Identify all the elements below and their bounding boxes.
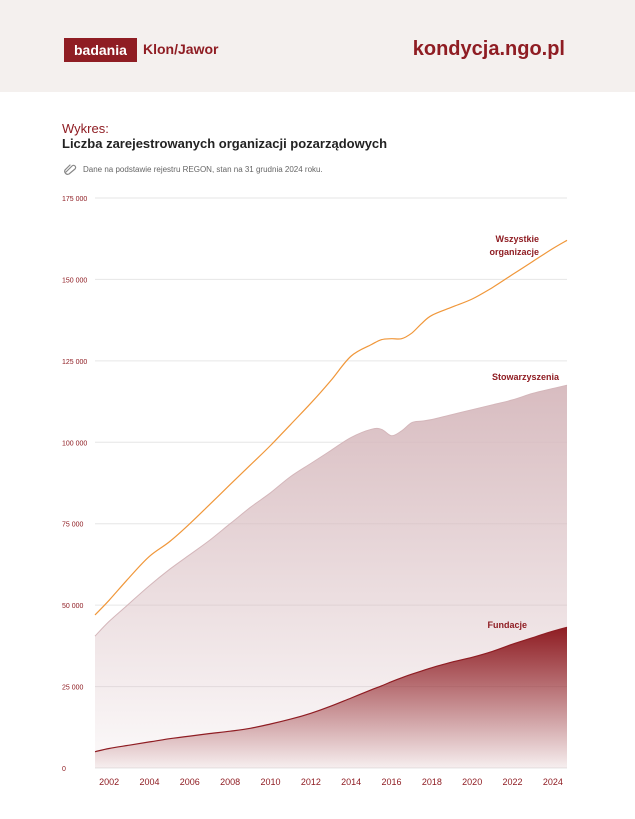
y-tick-label: 100 000 — [62, 440, 87, 447]
page-header: badania Klon/Jawor kondycja.ngo.pl — [0, 0, 635, 92]
series-annotation-label: Fundacje — [487, 620, 527, 630]
series-annotation-label: Stowarzyszenia — [492, 372, 560, 382]
paperclip-icon — [64, 164, 77, 175]
y-tick-label: 75 000 — [62, 522, 84, 529]
x-tick-label: 2010 — [260, 777, 280, 787]
series-annotation-label: Wszystkie organizacje — [489, 234, 539, 257]
x-tick-label: 2016 — [381, 777, 401, 787]
x-tick-label: 2022 — [503, 777, 523, 787]
y-tick-label: 175 000 — [62, 196, 87, 203]
badania-logo: badania — [64, 38, 137, 62]
chart-label: Wykres: — [62, 121, 109, 136]
site-name[interactable]: kondycja.ngo.pl — [412, 38, 565, 60]
x-tick-label: 2020 — [462, 777, 482, 787]
x-tick-label: 2006 — [180, 777, 200, 787]
y-tick-label: 125 000 — [62, 359, 87, 366]
chart-title: Liczba zarejestrowanych organizacji poza… — [62, 136, 388, 151]
klon-jawor-logo: Klon/Jawor — [143, 41, 219, 57]
x-tick-label: 2008 — [220, 777, 240, 787]
series-fundacje-area — [95, 627, 567, 768]
y-tick-label: 0 — [62, 766, 66, 773]
series-stowarzyszenia-line — [94, 384, 568, 637]
x-tick-label: 2018 — [422, 777, 442, 787]
x-tick-label: 2012 — [301, 777, 321, 787]
y-tick-label: 150 000 — [62, 277, 87, 284]
x-tick-label: 2024 — [543, 777, 563, 787]
chart-source-note: Dane na podstawie rejestru REGON, stan n… — [83, 165, 323, 174]
x-tick-label: 2004 — [139, 777, 159, 787]
series-wszystkie-line — [94, 239, 568, 616]
y-tick-label: 50 000 — [62, 603, 84, 610]
series-fundacje-line — [94, 626, 568, 753]
x-tick-label: 2002 — [99, 777, 119, 787]
x-tick-label: 2014 — [341, 777, 361, 787]
y-tick-label: 25 000 — [62, 685, 84, 692]
